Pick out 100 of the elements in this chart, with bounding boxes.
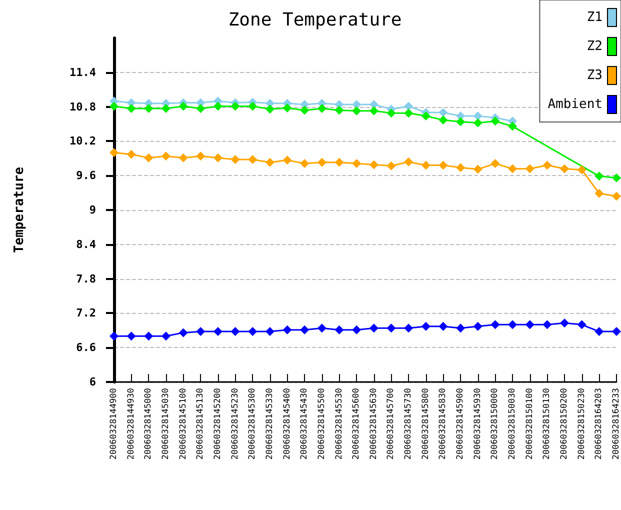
point (196, 104, 206, 114)
x-tick-label: 20060328145100 (178, 388, 188, 460)
x-tick-label: 20060328150230 (576, 388, 587, 460)
point (560, 318, 570, 328)
point (577, 165, 586, 174)
legend-label: Z2 (586, 39, 602, 54)
point (612, 327, 621, 336)
x-tick-label: 20060328145300 (248, 388, 258, 460)
legend-label: Z3 (586, 68, 602, 83)
point (178, 102, 188, 111)
point (421, 160, 430, 170)
point (490, 320, 500, 330)
point (334, 106, 344, 115)
legend-label: Ambient (548, 97, 602, 112)
y-tick-label: 10.8 (70, 100, 96, 114)
point (438, 322, 448, 331)
point (213, 327, 222, 336)
point (161, 152, 170, 161)
x-tick-label: 20060328150130 (542, 388, 552, 460)
point (525, 320, 534, 330)
point (265, 327, 274, 336)
point (317, 104, 326, 114)
point (110, 332, 118, 341)
legend-label: Z1 (586, 10, 602, 25)
point (369, 324, 378, 333)
point (265, 104, 274, 114)
point (386, 161, 396, 170)
point (594, 172, 604, 181)
point (230, 327, 240, 336)
x-tick-label: 20060328164203 (594, 388, 604, 460)
point (317, 324, 326, 333)
point (196, 327, 206, 336)
point (490, 159, 500, 168)
y-axis-title: Temperature (12, 166, 27, 254)
point (248, 102, 258, 111)
point (126, 332, 136, 341)
point (404, 157, 414, 166)
point (282, 103, 292, 112)
point (386, 108, 396, 118)
chart-title: Zone Temperature (228, 10, 402, 30)
point (282, 325, 292, 334)
x-tick-label: 20060328145830 (438, 388, 448, 460)
x-tick-label: 20060328145630 (368, 388, 379, 460)
x-tick-label: 20060328144900 (109, 388, 119, 460)
point (490, 116, 500, 126)
point (542, 160, 552, 170)
point (404, 108, 414, 118)
point (421, 322, 430, 331)
point (404, 102, 414, 111)
point (161, 104, 170, 114)
point (178, 153, 188, 162)
point (438, 160, 448, 170)
point (317, 158, 326, 167)
x-tick-label: 20060328145130 (196, 388, 206, 460)
y-tick-label: 6.6 (76, 341, 96, 354)
x-tick-label: 20060328150100 (524, 388, 535, 460)
point (508, 122, 518, 131)
y-tick-label: 10.2 (70, 134, 96, 148)
point (300, 159, 310, 168)
point (110, 148, 118, 158)
point (577, 320, 586, 330)
point (352, 325, 362, 334)
point (456, 324, 466, 333)
y-tick-label: 7.8 (76, 272, 96, 286)
y-tick-label: 7.2 (76, 306, 96, 320)
x-tick-label: 20060328145800 (420, 388, 431, 460)
point (144, 153, 154, 162)
y-tick-label: 8.4 (76, 238, 96, 251)
x-tick-label: 20060328150000 (490, 388, 500, 460)
point (386, 324, 396, 333)
y-tick-label: 9 (89, 204, 96, 216)
point (542, 320, 552, 330)
point (473, 118, 482, 128)
point (352, 106, 362, 116)
point (594, 327, 604, 336)
point (144, 332, 154, 341)
point (421, 111, 430, 120)
point (110, 102, 118, 111)
x-tick-label: 20060328145530 (334, 388, 344, 460)
point (352, 159, 362, 168)
x-tick-label: 20060328145730 (404, 388, 414, 460)
x-tick-label: 20060328164233 (612, 388, 621, 460)
point (230, 102, 240, 111)
point (560, 164, 570, 174)
point (438, 108, 448, 118)
point (612, 173, 621, 182)
point (456, 163, 466, 172)
point (282, 156, 292, 165)
point (213, 153, 222, 162)
point (126, 104, 136, 114)
point (334, 325, 344, 334)
x-tick-label: 20060328145400 (282, 388, 292, 460)
x-tick-label: 20060328145500 (316, 388, 327, 460)
point (438, 115, 448, 124)
point (594, 188, 604, 198)
point (334, 158, 344, 167)
point (196, 152, 206, 161)
point (612, 192, 621, 201)
point (213, 102, 222, 111)
point (144, 104, 154, 114)
